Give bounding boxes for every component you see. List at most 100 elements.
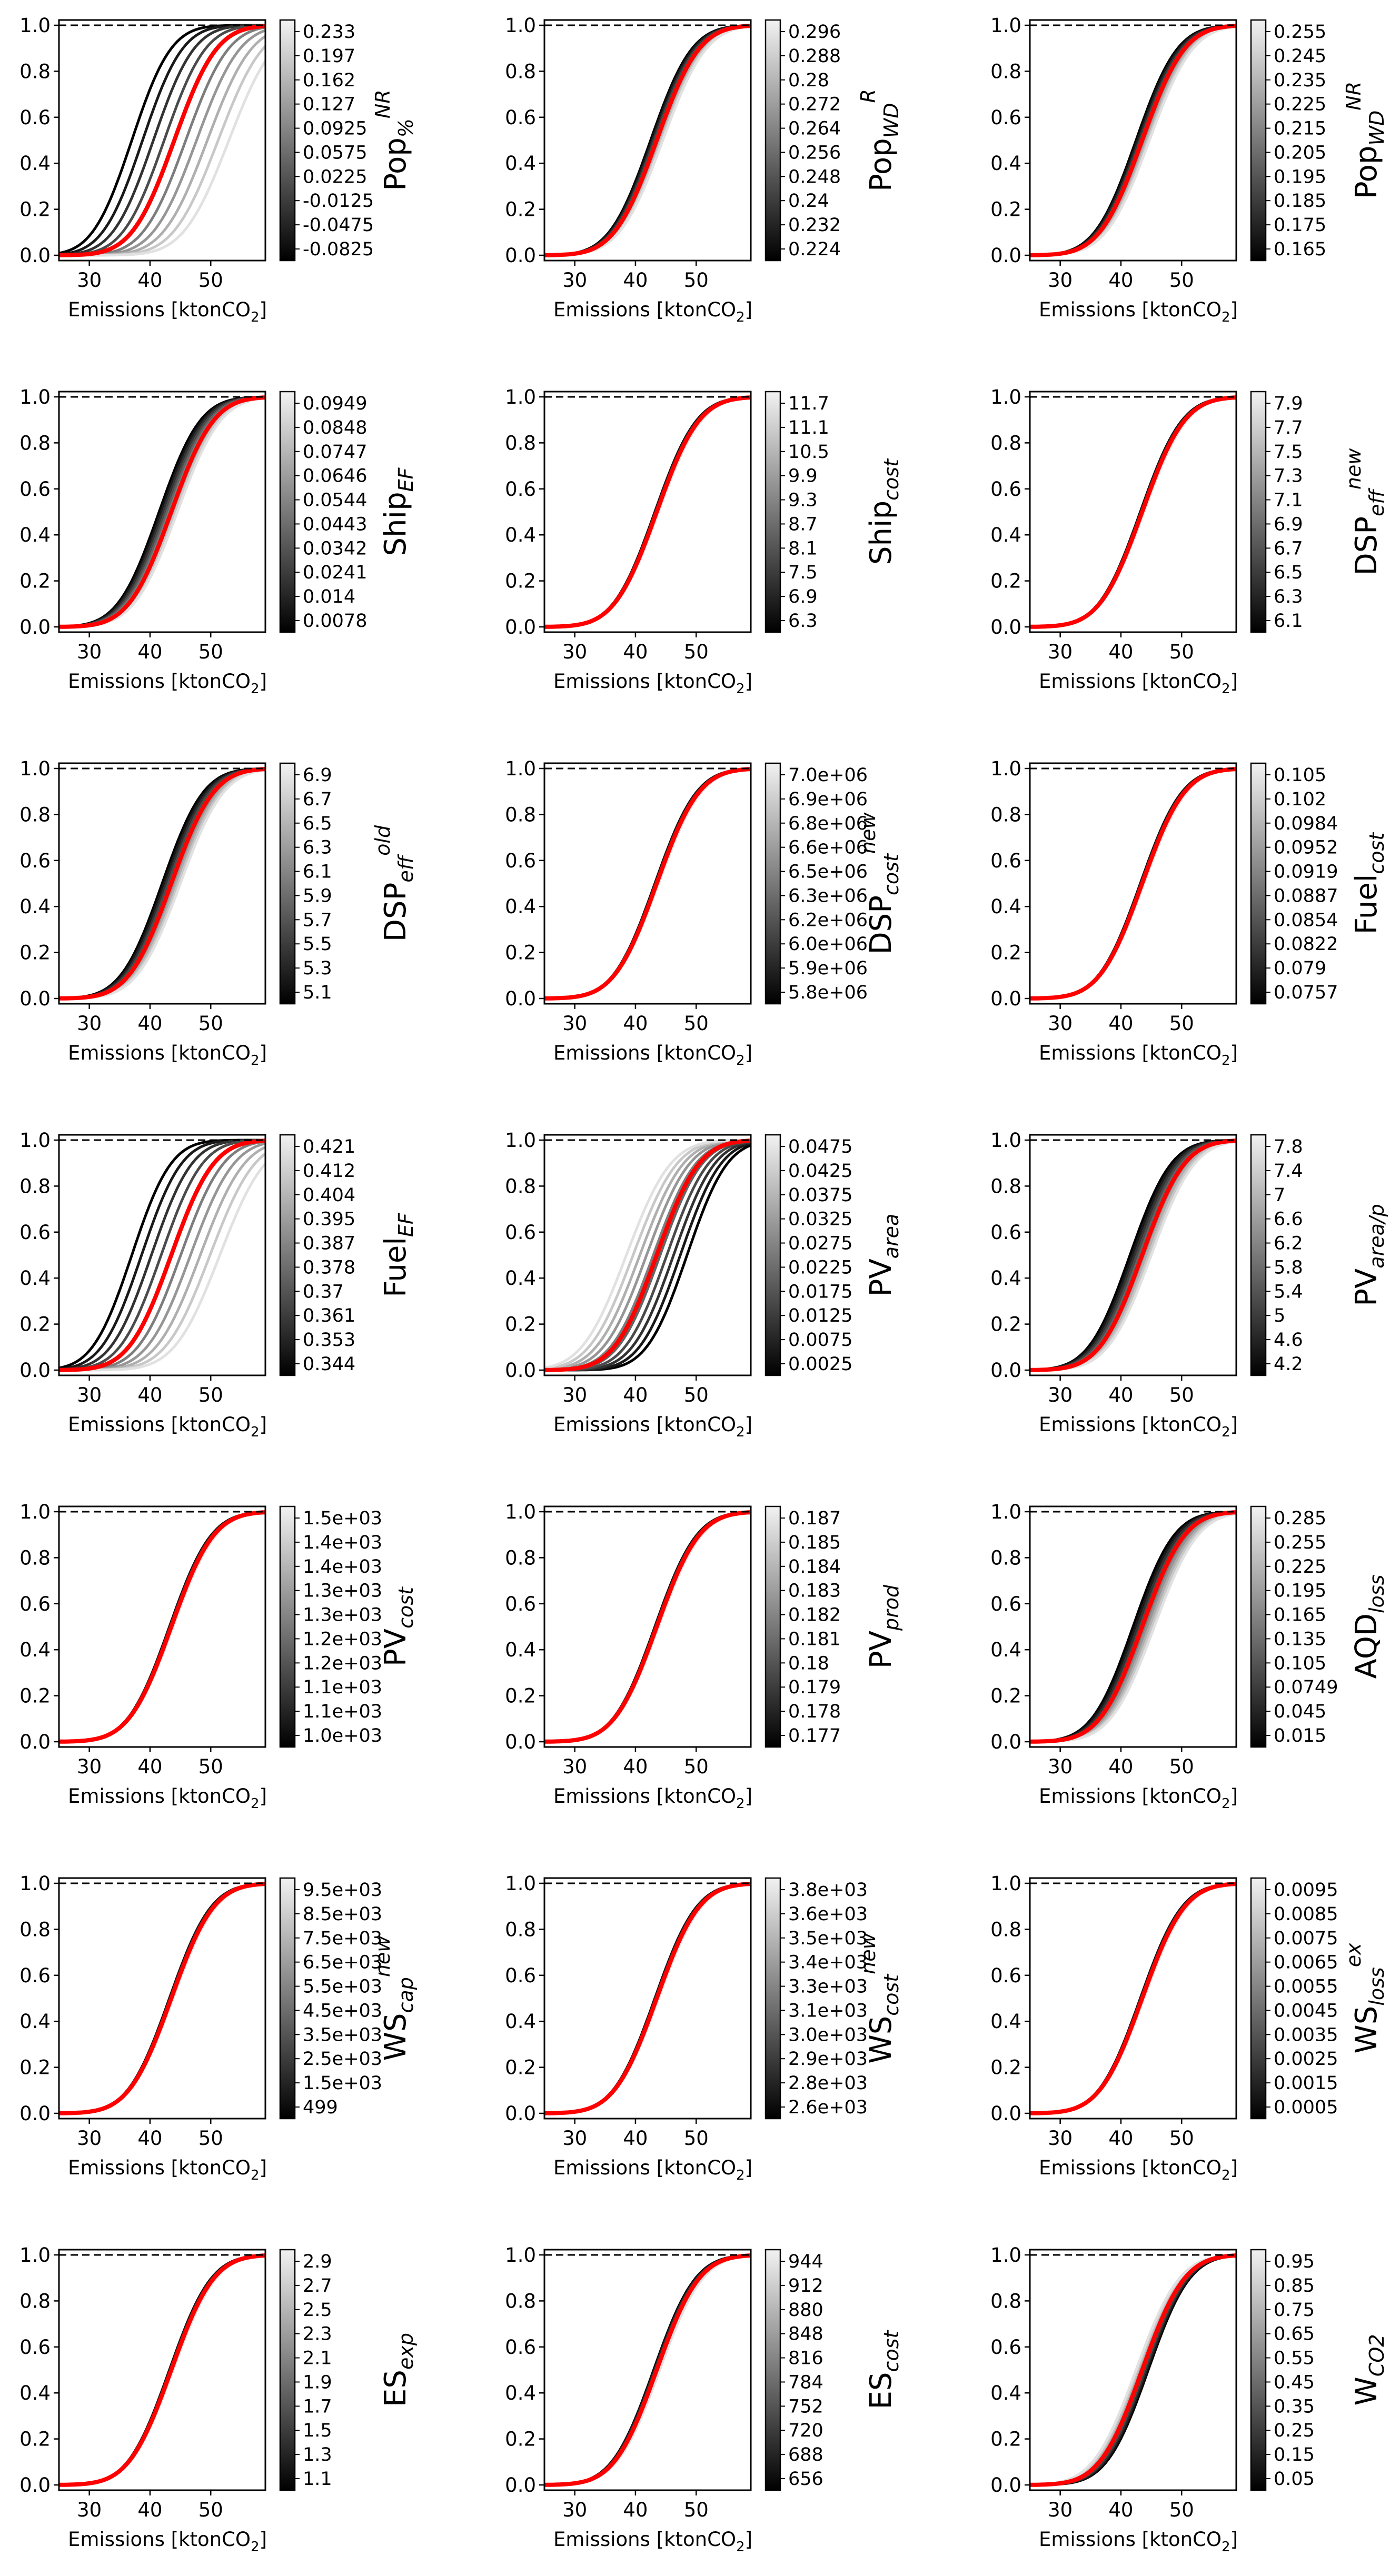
sensitivity-curve: [544, 2254, 751, 2487]
sensitivity-curve: [1029, 2254, 1237, 2487]
colorbar-tick-label: 11.7: [788, 393, 829, 414]
colorbar-tick-label: 0.255: [1274, 1532, 1326, 1553]
x-axis-label: Emissions [ktonCO2]: [68, 1785, 267, 1812]
sensitivity-curve: [544, 396, 751, 628]
sensitivity-curve: [544, 2254, 751, 2487]
sensitivity-curve: [1029, 2254, 1237, 2487]
sensitivity-curve: [59, 1882, 266, 2115]
x-axis-label: Emissions [ktonCO2]: [1039, 670, 1238, 697]
sensitivity-curve: [58, 24, 265, 256]
colorbar: [279, 1505, 296, 1748]
sensitivity-curve: [1029, 25, 1237, 257]
x-tick-label: 40: [137, 2127, 162, 2150]
sensitivity-curve: [544, 2254, 751, 2487]
y-tick-label: 1.0: [19, 757, 51, 780]
x-tick-label: 40: [1108, 641, 1133, 663]
colorbar-tick-label: 5.8: [1274, 1257, 1303, 1278]
x-tick-label: 40: [623, 2499, 648, 2521]
sensitivity-curve: [59, 2254, 266, 2487]
colorbar-tick-label: 0.183: [788, 1581, 841, 1602]
y-tick-label: 0.8: [19, 2290, 51, 2312]
colorbar: [1250, 391, 1267, 633]
sensitivity-curve: [1030, 1882, 1237, 2115]
y-tick-label: 1.0: [19, 1872, 51, 1895]
colorbar-parameter-label: WScapnew: [371, 1935, 418, 2061]
colorbar-tick-label: 3.3e+03: [788, 1976, 868, 1998]
sensitivity-curve: [544, 396, 751, 628]
x-tick-label: 40: [623, 2127, 648, 2150]
sensitivity-curve: [58, 767, 266, 1000]
colorbar-tick-label: 0.361: [303, 1305, 355, 1326]
colorbar-tick-label: 5.5e+03: [303, 1976, 382, 1998]
y-tick-label: 0.0: [990, 244, 1021, 267]
sensitivity-curve: [1029, 25, 1237, 257]
colorbar-tick-label: 5.3: [303, 958, 332, 979]
sensitivity-curve: [544, 2254, 751, 2487]
colorbar-tick-label: 5.1: [303, 982, 332, 1003]
sensitivity-curve: [544, 1882, 751, 2115]
subplot-DSPeffold: 0.0 0.2 0.4 0.6 0.8 1.0 30 40 50 Emissions [ktonC…: [19, 757, 418, 1069]
sensitivity-curve: [1030, 1882, 1237, 2115]
sensitivity-curve: [1029, 24, 1237, 257]
sensitivity-curve: [59, 1511, 266, 1743]
colorbar-tick-label: 7.5: [788, 562, 818, 583]
sensitivity-curve: [544, 25, 751, 257]
sensitivity-curve: [59, 1882, 266, 2115]
colorbar-tick-label: 752: [788, 2396, 823, 2417]
x-tick-label: 40: [1108, 2127, 1133, 2150]
sensitivity-curve: [1030, 767, 1237, 1000]
colorbar-tick-label: 1.1e+03: [303, 1701, 382, 1722]
colorbar-parameter-label: PopWDNR: [1342, 82, 1388, 199]
colorbar-tick-label: 8.7: [788, 514, 818, 535]
sensitivity-curve: [544, 767, 751, 1000]
colorbar: [764, 762, 781, 1005]
colorbar-tick-label: 1.0e+03: [303, 1725, 382, 1746]
sensitivity-curve: [544, 24, 751, 257]
sensitivity-curve: [59, 1146, 266, 1372]
y-tick-label: 0.2: [990, 2428, 1021, 2451]
colorbar-tick-label: 3.5e+03: [303, 2024, 382, 2045]
sensitivity-curve: [544, 1511, 751, 1743]
colorbar-tick-label: 8.5e+03: [303, 1904, 382, 1925]
x-axis-label: Emissions [ktonCO2]: [553, 670, 752, 697]
colorbar-tick-label: 0.0275: [788, 1233, 852, 1254]
colorbar: [764, 1877, 781, 2120]
colorbar-tick-label: 6.9: [303, 765, 332, 786]
sensitivity-curve: [59, 1882, 266, 2115]
colorbar-tick-label: 7.9: [1274, 393, 1303, 414]
colorbar-tick-label: 6.7: [303, 789, 332, 810]
x-axis-label: Emissions [ktonCO2]: [68, 670, 267, 697]
colorbar-tick-label: 7.4: [1274, 1161, 1303, 1182]
x-tick-label: 40: [1108, 1755, 1133, 1778]
baseline-curve: [1030, 1510, 1237, 1744]
y-tick-label: 0.6: [505, 1221, 536, 1244]
y-tick-label: 0.6: [505, 2336, 536, 2359]
colorbar-tick-label: 0.35: [1274, 2396, 1315, 2417]
x-tick-label: 40: [623, 1012, 648, 1035]
colorbar-parameter-label: WSlossex: [1342, 1943, 1388, 2054]
sensitivity-curve: [544, 1882, 751, 2115]
subplot-PVarealp: 0.0 0.2 0.4 0.6 0.8 1.0 30 40 50 Emissions [ktonC…: [990, 1129, 1388, 1440]
sensitivity-curve: [1029, 24, 1237, 257]
colorbar-tick-label: 5.7: [303, 910, 332, 931]
sensitivity-curve: [1030, 767, 1237, 1000]
colorbar-parameter-label: Shipcost: [864, 458, 903, 565]
x-tick-label: 50: [198, 641, 223, 663]
colorbar-tick-label: 0.0575: [303, 142, 367, 163]
sensitivity-curve: [1030, 396, 1237, 628]
y-tick-label: 0.0: [990, 1359, 1021, 1382]
axes-frame: [1029, 762, 1237, 1005]
x-tick-label: 40: [137, 269, 162, 292]
y-tick-label: 0.8: [990, 1175, 1021, 1197]
x-axis-label: Emissions [ktonCO2]: [1039, 1413, 1238, 1440]
sensitivity-curve: [544, 25, 751, 257]
colorbar-tick-label: 0.248: [788, 166, 841, 187]
colorbar-tick-label: 0.353: [303, 1330, 355, 1351]
sensitivity-curve: [59, 1882, 266, 2115]
colorbar-tick-label: 0.0747: [303, 442, 367, 463]
y-tick-label: 0.6: [505, 850, 536, 872]
x-tick-label: 50: [1169, 1012, 1194, 1035]
subplot-PVarea: 0.0 0.2 0.4 0.6 0.8 1.0 30 40 50 Emissions [ktonC…: [505, 1129, 903, 1440]
colorbar-tick-label: 944: [788, 2251, 823, 2272]
x-tick-label: 30: [1048, 269, 1073, 292]
